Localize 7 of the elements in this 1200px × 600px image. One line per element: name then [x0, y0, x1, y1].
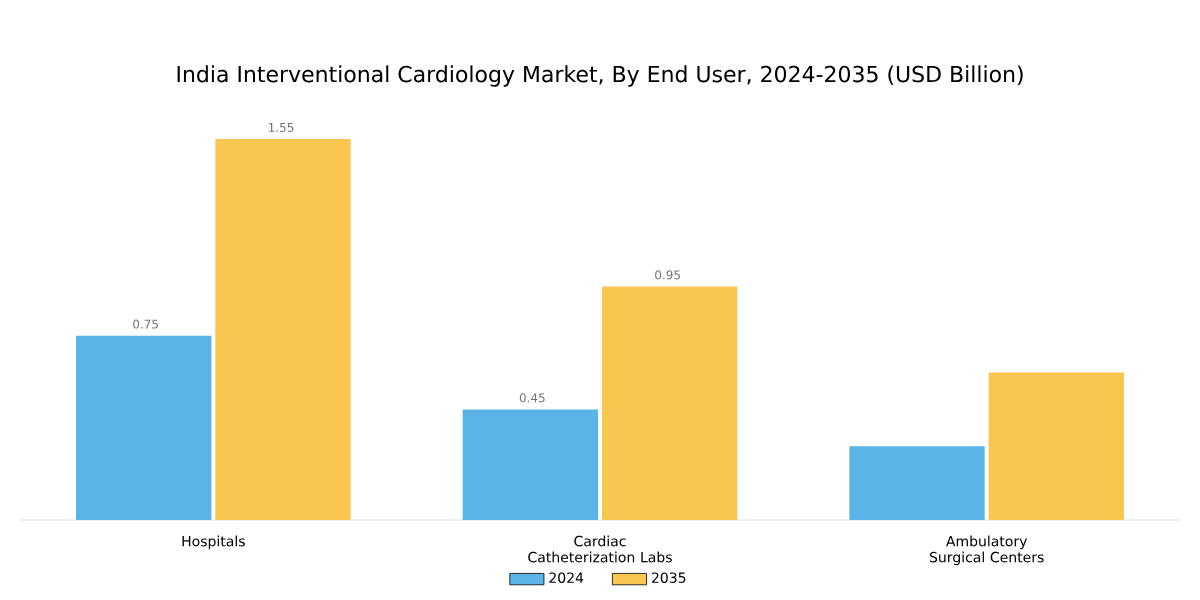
bar [849, 446, 985, 520]
bar [602, 286, 738, 520]
bar [76, 335, 212, 520]
bar [215, 139, 351, 520]
bar [462, 409, 599, 520]
chart-title: India Interventional Cardiology Market, By End User, 2024-2035 (USD Billion) [177, 65, 1023, 87]
bar [988, 372, 1124, 520]
